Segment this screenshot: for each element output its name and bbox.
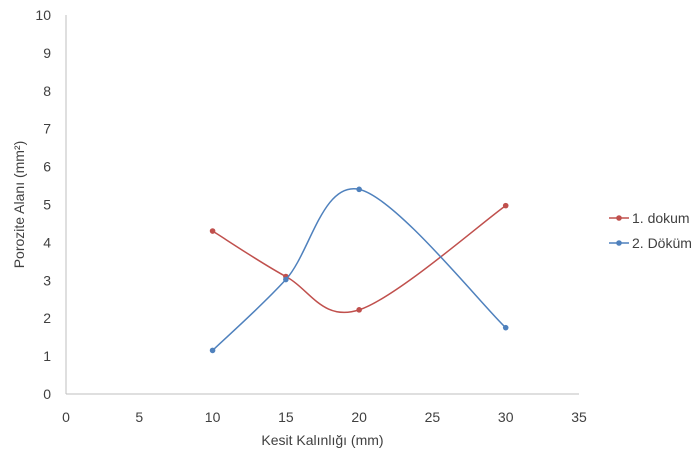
y-tick-label: 3 [43,272,51,288]
x-axis-title: Kesit Kalınlığı (mm) [261,432,383,448]
y-tick-label: 4 [43,234,51,250]
series-layer [209,186,509,354]
x-tick-label: 15 [278,409,294,425]
data-point [356,186,362,193]
data-point [502,324,509,331]
x-tick-label: 30 [498,409,514,425]
y-tick-label: 8 [43,83,51,99]
y-tick-label: 9 [43,45,51,61]
y-tick-label: 5 [43,197,51,213]
legend-marker-1 [616,215,622,221]
y-tick-label: 0 [43,386,51,402]
legend-marker-2 [616,240,622,246]
y-tick-label: 6 [43,159,51,175]
data-point [209,347,216,354]
y-tick-label: 7 [43,121,51,137]
series-line-2 [212,188,507,351]
legend: 1. dokum 2. Döküm [609,210,692,251]
x-tick-label: 0 [62,409,70,425]
y-tick-label: 2 [43,310,51,326]
data-point [502,202,509,209]
y-axis-title: Porozite Alanı (mm²) [11,141,27,269]
y-tick-label: 10 [35,7,51,23]
legend-label-2: 2. Döküm [632,235,692,251]
legend-label-1: 1. dokum [632,210,690,226]
x-tick-label: 25 [425,409,441,425]
data-point [283,276,289,283]
y-axis-ticks: 0 1 2 3 4 5 6 7 8 9 10 [35,7,51,402]
x-tick-label: 10 [205,409,221,425]
data-point [209,228,216,234]
data-point [356,307,362,313]
x-tick-label: 35 [571,409,587,425]
y-tick-label: 1 [43,348,51,364]
x-tick-label: 20 [351,409,367,425]
x-tick-label: 5 [135,409,143,425]
series-line-1 [212,205,507,314]
x-axis-ticks: 0 5 10 15 20 25 30 35 [62,409,587,425]
